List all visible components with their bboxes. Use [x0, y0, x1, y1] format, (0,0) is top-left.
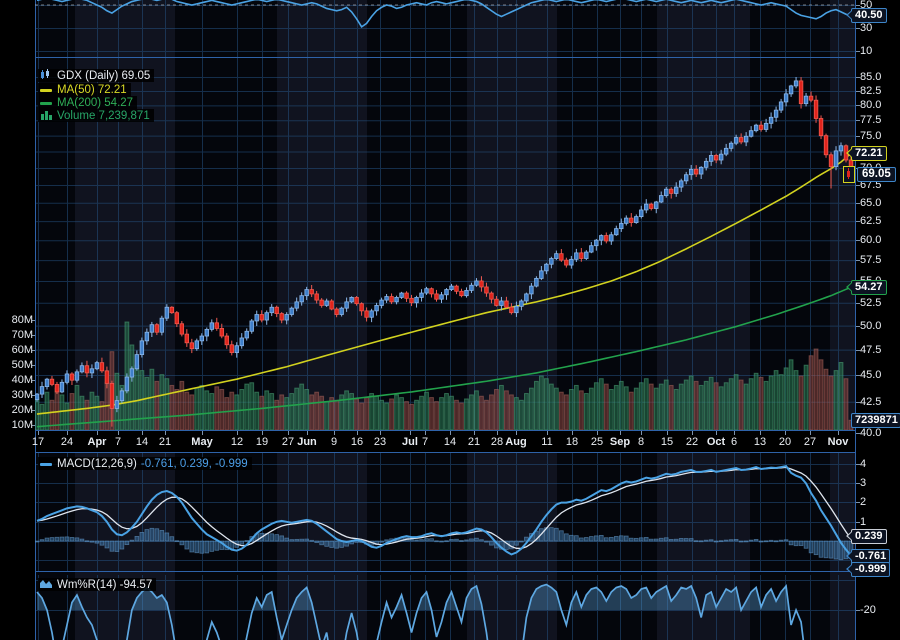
- date-tick: 8: [637, 436, 645, 448]
- date-tick: 25: [590, 436, 604, 448]
- volume-tick: 10M: [11, 419, 33, 431]
- date-tick: 17: [31, 436, 45, 448]
- legend-volume[interactable]: Volume 7,239,871: [38, 109, 154, 122]
- date-tick: 15: [660, 436, 674, 448]
- macd-tick: 4: [860, 458, 867, 470]
- date-tick: Jun: [297, 436, 317, 448]
- date-tick: 27: [803, 436, 817, 448]
- volume-tick: 70M: [11, 329, 33, 341]
- date-tick: 21: [158, 436, 172, 448]
- date-tick: Sep: [609, 436, 631, 448]
- legend-ma50[interactable]: MA(50) 72.21: [38, 83, 131, 96]
- macd-tick: 3: [860, 477, 867, 489]
- price-tick: 82.5: [860, 85, 882, 97]
- date-tick: 6: [730, 436, 738, 448]
- date-tick: 16: [350, 436, 364, 448]
- axis-badge: 0.239: [846, 528, 887, 544]
- last-price-badge: 69.05: [843, 165, 896, 183]
- macd-tick: 2: [860, 496, 867, 508]
- volume-tick: 50M: [11, 359, 33, 371]
- last-candle-icon: [843, 165, 855, 183]
- wmr-tick: -20: [860, 604, 876, 616]
- date-tick: 27: [281, 436, 295, 448]
- date-tick: 23: [373, 436, 387, 448]
- price-tick: 40.0: [860, 427, 882, 439]
- wmr-panel-legend[interactable]: Wm%R(14) -94.57: [38, 578, 157, 592]
- date-tick: 13: [753, 436, 767, 448]
- date-tick: 22: [685, 436, 699, 448]
- axis-badge: 7239871: [851, 412, 900, 428]
- date-tick: 19: [255, 436, 269, 448]
- price-tick: 57.5: [860, 254, 882, 266]
- axis-badge: 54.27: [846, 279, 887, 295]
- volume-tick: 30M: [11, 389, 33, 401]
- macd-line-icon: [40, 458, 53, 470]
- ma50-line-icon: [40, 84, 53, 96]
- volume-tick: 20M: [11, 404, 33, 416]
- candlestick-icon: [40, 68, 53, 83]
- date-tick: 24: [60, 436, 74, 448]
- price-tick: 50.0: [860, 320, 882, 332]
- top-panel-tick: 30: [860, 22, 873, 34]
- price-tick: 75.0: [860, 130, 882, 142]
- volume-tick: 40M: [11, 374, 33, 386]
- date-tick: Aug: [505, 436, 527, 448]
- top-panel-tick: 10: [860, 45, 873, 57]
- price-tick: 80.0: [860, 99, 882, 111]
- top-panel-tick: 50: [860, 0, 873, 11]
- macd-legend-values: -0.761, 0.239, -0.999: [140, 457, 248, 470]
- date-tick: Apr: [87, 436, 107, 448]
- ma200-line-icon: [40, 97, 53, 109]
- macd-panel-legend[interactable]: MACD(12,26,9) -0.761, 0.239, -0.999: [38, 457, 252, 470]
- price-tick: 67.5: [860, 179, 882, 191]
- axis-badge: 40.50: [846, 7, 887, 23]
- date-tick: Jul: [402, 436, 418, 448]
- legend-ma200-label: MA(200) 54.27: [57, 96, 134, 109]
- legend-volume-label: Volume 7,239,871: [57, 109, 150, 122]
- price-tick: 85.0: [860, 71, 882, 83]
- wmr-area-icon: [40, 578, 53, 592]
- legend-symbol[interactable]: GDX (Daily) 69.05: [38, 68, 155, 83]
- date-tick: 14: [443, 436, 457, 448]
- date-tick: 12: [230, 436, 244, 448]
- price-tick: 52.5: [860, 297, 882, 309]
- axis-badge: -0.999: [845, 561, 891, 577]
- date-tick: Oct: [706, 436, 726, 448]
- wmr-legend-label: Wm%R(14) -94.57: [57, 578, 153, 591]
- date-tick: 14: [135, 436, 149, 448]
- price-tick: 45.0: [860, 369, 882, 381]
- legend-ma50-label: MA(50) 72.21: [57, 83, 127, 96]
- date-tick: 7: [421, 436, 429, 448]
- date-tick: 21: [467, 436, 481, 448]
- price-tick: 42.5: [860, 396, 882, 408]
- macd-tick: 1: [860, 516, 867, 528]
- axis-badge: 72.21: [846, 145, 887, 161]
- date-tick: 11: [541, 436, 553, 448]
- price-tick: 62.5: [860, 215, 882, 227]
- last-price-value: 69.05: [857, 166, 896, 182]
- date-tick: May: [191, 436, 213, 448]
- date-tick: 18: [565, 436, 579, 448]
- date-tick: 28: [490, 436, 504, 448]
- date-tick: 20: [778, 436, 792, 448]
- legend-ma200[interactable]: MA(200) 54.27: [38, 96, 138, 109]
- date-tick: 7: [114, 436, 122, 448]
- volume-tick: 80M: [11, 314, 33, 326]
- date-tick: 9: [330, 436, 338, 448]
- price-tick: 65.0: [860, 197, 882, 209]
- price-tick: 47.5: [860, 344, 882, 356]
- volume-bars-icon: [40, 109, 53, 123]
- macd-legend-label: MACD(12,26,9): [57, 457, 137, 470]
- legend-symbol-label: GDX (Daily) 69.05: [57, 69, 151, 82]
- price-tick: 77.5: [860, 114, 882, 126]
- date-tick: Nov: [827, 436, 849, 448]
- volume-tick: 60M: [11, 344, 33, 356]
- price-tick: 60.0: [860, 234, 882, 246]
